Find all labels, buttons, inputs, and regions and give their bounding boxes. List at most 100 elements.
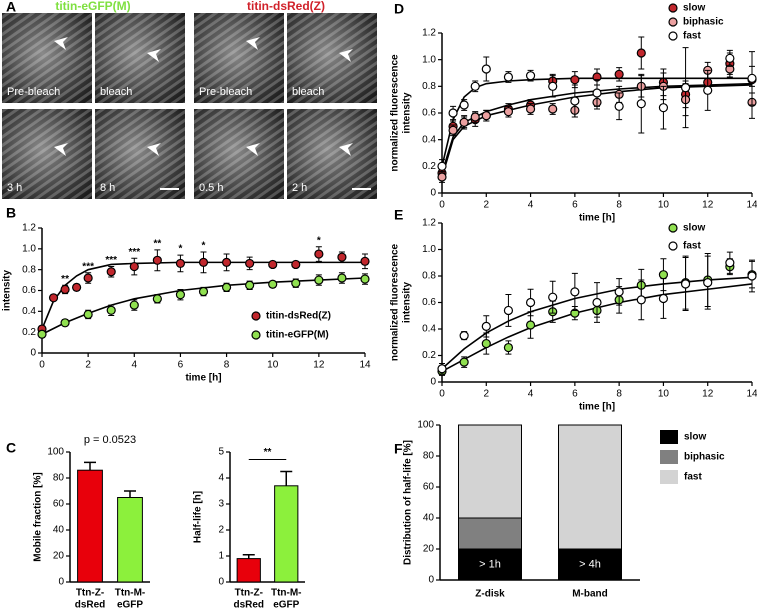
x-tick-label: Ttn-Z- <box>76 588 104 599</box>
data-point <box>725 258 735 268</box>
micrograph-texture <box>2 109 92 199</box>
data-point <box>481 111 491 121</box>
x-tick-label: 6 <box>178 360 184 371</box>
x-axis-label: time [h] <box>185 373 221 384</box>
data-point <box>106 267 116 277</box>
significance: ** <box>264 447 272 458</box>
data-point <box>437 172 447 182</box>
data-point <box>72 282 82 292</box>
y-tick-label: 0 <box>430 188 436 199</box>
data-point <box>592 297 602 308</box>
data-point <box>60 284 70 295</box>
data-point <box>592 88 602 98</box>
data-point <box>314 275 324 285</box>
data-point <box>245 280 255 290</box>
data-point <box>636 48 646 58</box>
data-point <box>337 252 347 262</box>
legend-label: titin-eGFP(M) <box>266 330 329 341</box>
x-tick-label: 10 <box>658 389 670 400</box>
y-tick-label: 0.6 <box>422 108 436 119</box>
data-point <box>48 293 59 303</box>
data-point <box>658 270 669 280</box>
x-axis-label: time [h] <box>579 402 615 413</box>
data-point <box>291 259 301 270</box>
data-point <box>525 297 536 308</box>
x-tick-label: 12 <box>702 389 714 400</box>
data-point <box>503 107 514 117</box>
y-tick-label: 0.6 <box>422 297 436 308</box>
data-point <box>747 271 757 281</box>
y-axis-label: Half-life [h] <box>193 491 204 543</box>
x-tick-label: 12 <box>702 200 714 211</box>
y-tick-label: 3 <box>218 499 224 510</box>
x-axis-label: time [h] <box>579 213 615 224</box>
image-label: Pre-bleach <box>7 86 60 98</box>
arrowhead <box>339 49 353 62</box>
y-tick-label: 40 <box>53 525 65 536</box>
y-tick-label: 0.8 <box>422 271 436 282</box>
arrowhead <box>246 37 260 50</box>
p-value: p = 0.0523 <box>84 434 136 446</box>
bar-annotation: > 1h <box>479 558 501 570</box>
legend-label: slow <box>683 3 705 14</box>
y-tick-label: 0.4 <box>22 306 36 317</box>
data-point <box>314 249 324 259</box>
data-point <box>337 273 347 283</box>
legend-marker <box>251 330 261 340</box>
data-point <box>703 85 713 95</box>
y-axis-label: Distribution of half-life [%] <box>403 440 414 565</box>
bar-annotation: > 4h <box>579 558 601 570</box>
data-point <box>503 342 514 353</box>
data-point <box>152 294 162 304</box>
significance: *** <box>128 247 140 258</box>
legend-swatch <box>660 430 678 444</box>
y-tick-label: 80 <box>423 451 435 462</box>
y-axis-label: normalized fluorescence <box>390 54 401 172</box>
data-point <box>658 103 669 113</box>
x-tick-label: eGFP <box>117 600 143 609</box>
y-axis-label: intensity <box>402 282 413 324</box>
micrograph-texture <box>2 13 92 103</box>
image-label: 8 h <box>100 182 115 194</box>
data-point <box>503 72 514 82</box>
x-tick-label: 10 <box>658 200 670 211</box>
data-point <box>175 258 186 269</box>
x-tick-label: 4 <box>528 200 534 211</box>
data-point <box>680 279 691 289</box>
data-point <box>614 69 624 79</box>
y-tick-label: 60 <box>423 482 435 493</box>
x-tick-label: 14 <box>746 389 757 400</box>
x-tick-label: 4 <box>132 360 138 371</box>
x-tick-label: Ttn-Z- <box>235 588 263 599</box>
legend-marker <box>668 223 678 233</box>
data-point <box>548 81 558 91</box>
y-tick-label: 1.2 <box>422 28 436 39</box>
data-point <box>525 104 536 114</box>
legend-label: fast <box>683 31 701 42</box>
data-point <box>548 292 558 302</box>
x-tick-label: 6 <box>572 389 578 400</box>
legend-label: biphasic <box>684 452 725 463</box>
arrowhead <box>246 143 260 156</box>
bar <box>236 558 261 583</box>
data-point <box>725 53 735 63</box>
data-point <box>448 108 458 118</box>
y-tick-label: 100 <box>417 420 434 431</box>
bar-segment <box>458 517 522 550</box>
data-point <box>60 318 70 328</box>
significance: * <box>202 241 206 252</box>
data-point <box>448 125 458 135</box>
data-point <box>570 287 580 297</box>
x-tick-label: 0 <box>439 200 445 211</box>
x-tick-label: 6 <box>572 200 578 211</box>
data-point <box>747 73 757 83</box>
data-point <box>291 278 301 288</box>
image-title: titin-eGFP(M) <box>55 0 130 13</box>
data-point <box>570 96 580 106</box>
y-tick-label: 0.4 <box>422 324 436 335</box>
y-tick-label: 0.4 <box>422 134 436 145</box>
legend-label: slow <box>684 432 706 443</box>
data-point <box>245 258 255 269</box>
data-point <box>459 357 469 367</box>
image-label: bleach <box>292 86 324 98</box>
